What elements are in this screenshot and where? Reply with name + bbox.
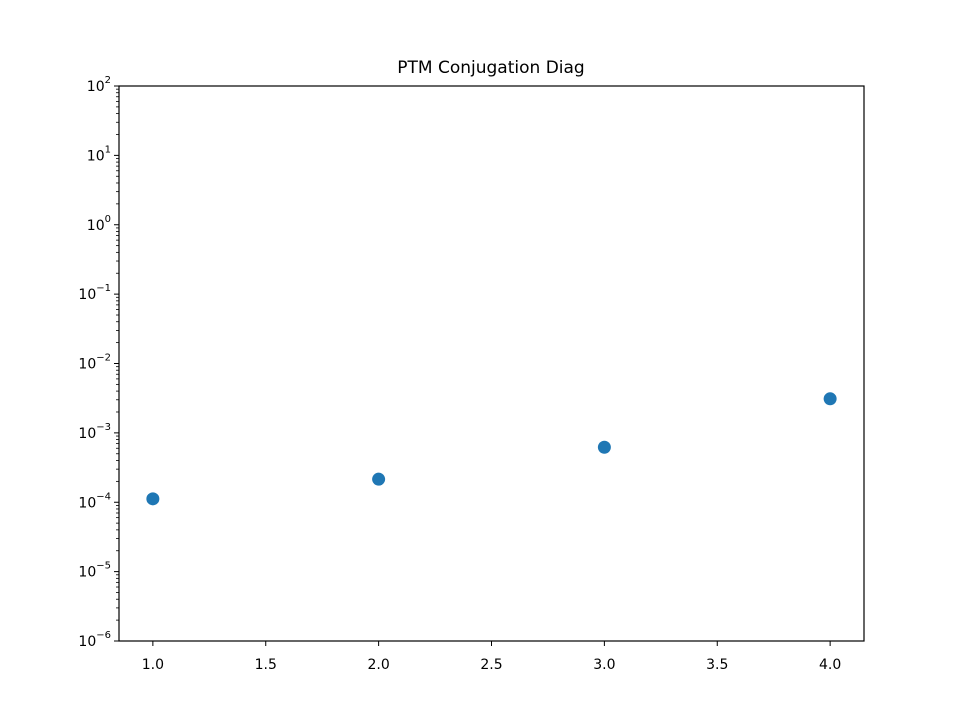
plot-frame [118,85,865,642]
y-tick-label: 10−2 [78,353,111,373]
x-axis: 1.0 1.5 2.0 2.5 3.0 3.5 4.0 [142,641,841,673]
y-tick-label: 100 [87,214,111,234]
chart-title: PTM Conjugation Diag [397,58,584,78]
y-tick-label: 10−5 [78,561,111,581]
x-tick-label: 2.0 [367,657,389,673]
data-point [597,440,611,454]
x-tick-label: 1.5 [255,657,277,673]
y-tick-label: 10−1 [78,283,111,303]
data-point [372,472,386,486]
data-point [823,392,837,406]
y-tick-label: 102 [87,75,111,95]
x-tick-label: 2.5 [480,657,502,673]
x-tick-label: 3.5 [706,657,728,673]
x-tick-label: 3.0 [593,657,615,673]
y-tick-label: 10−4 [78,491,111,511]
x-tick-label: 4.0 [819,657,841,673]
y-tick-label: 101 [87,144,111,164]
y-tick-label: 10−6 [78,630,111,650]
x-tick-label: 1.0 [142,657,164,673]
data-points [146,392,837,506]
y-axis: 10−6 10−5 10−4 10−3 10−2 10−1 100 101 102 [78,75,119,650]
data-point [146,492,160,506]
y-tick-label: 10−3 [78,422,111,442]
